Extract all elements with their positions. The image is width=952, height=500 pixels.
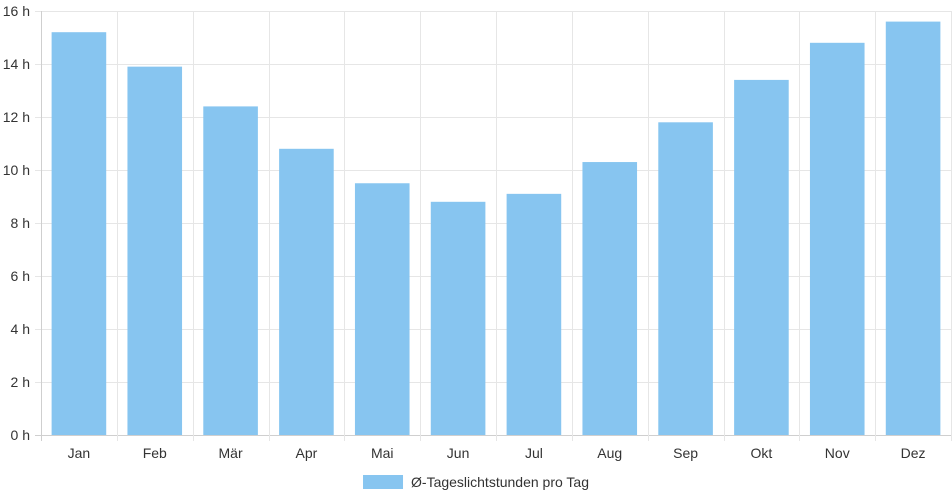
y-tick-label: 14 h [3, 56, 30, 72]
bar-sep[interactable] [658, 122, 713, 436]
bar-jul[interactable] [506, 193, 562, 435]
x-tick-label: Mai [371, 445, 394, 461]
axis-layer: 0 h 2 h 4 h 6 h 8 h 10 h 12 h 14 h 16 h Jan Feb Mär… [3, 3, 926, 461]
legend-swatch [363, 475, 404, 489]
bar-jan[interactable] [51, 32, 107, 435]
x-tick-label: Apr [296, 445, 318, 461]
y-tick-label: 0 h [11, 427, 30, 443]
y-tick-label: 2 h [11, 374, 30, 390]
x-tick-label: Jan [68, 445, 91, 461]
x-tick-label: Mär [219, 445, 243, 461]
y-tick-label: 10 h [3, 162, 30, 178]
x-tick-label: Sep [673, 445, 698, 461]
y-tick-label: 8 h [11, 215, 30, 231]
x-tick-label: Dez [901, 445, 926, 461]
bar-dez[interactable] [885, 21, 941, 435]
bar-mai[interactable] [354, 183, 410, 435]
bar-mär[interactable] [203, 106, 258, 436]
bar-feb[interactable] [127, 66, 183, 436]
x-tick-label: Okt [751, 445, 773, 461]
bar-jun[interactable] [430, 201, 486, 435]
legend-label: Ø-Tageslichtstunden pro Tag [411, 474, 589, 490]
bars-layer [51, 21, 941, 436]
x-tick-label: Aug [597, 445, 622, 461]
bar-nov[interactable] [809, 42, 865, 436]
x-tick-label: Feb [143, 445, 167, 461]
y-tick-label: 16 h [3, 3, 30, 19]
bar-apr[interactable] [279, 148, 334, 436]
x-tick-label: Jul [525, 445, 543, 461]
legend[interactable]: Ø-Tageslichtstunden pro Tag [363, 474, 589, 490]
y-tick-label: 4 h [11, 321, 30, 337]
bar-okt[interactable] [734, 79, 789, 436]
y-tick-label: 6 h [11, 268, 30, 284]
x-tick-label: Nov [825, 445, 850, 461]
bar-aug[interactable] [582, 162, 638, 436]
x-tick-label: Jun [447, 445, 470, 461]
y-tick-label: 12 h [3, 109, 30, 125]
